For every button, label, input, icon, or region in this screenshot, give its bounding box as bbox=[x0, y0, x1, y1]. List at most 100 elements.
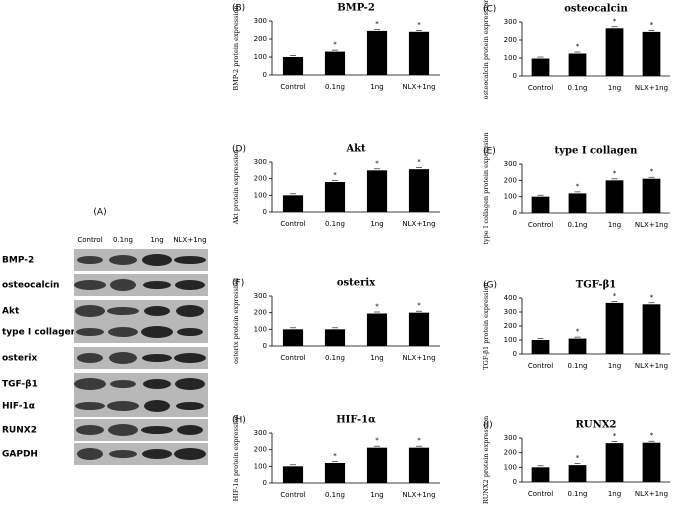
bar bbox=[324, 51, 346, 75]
bar bbox=[605, 180, 624, 213]
significance-mark: * bbox=[613, 432, 617, 440]
lane-label: NLX+1ng bbox=[173, 236, 206, 244]
bar bbox=[531, 467, 550, 482]
x-tick-label: NLX+1ng bbox=[402, 491, 435, 499]
significance-mark: * bbox=[576, 43, 580, 51]
y-tick-label: 300 bbox=[504, 434, 517, 442]
x-tick-label: NLX+1ng bbox=[402, 354, 435, 362]
significance-mark: * bbox=[417, 21, 421, 29]
significance-mark: * bbox=[613, 17, 617, 25]
panel-label: (D) bbox=[232, 145, 246, 155]
y-axis-title: osterix protein expression bbox=[232, 278, 240, 364]
chart-title: osteocalcin bbox=[564, 4, 628, 15]
y-tick-label: 0 bbox=[513, 209, 517, 217]
x-tick-label: Control bbox=[280, 491, 305, 499]
blot-band bbox=[175, 280, 205, 290]
y-tick-label: 100 bbox=[254, 53, 267, 61]
y-tick-label: 0 bbox=[513, 72, 517, 80]
y-tick-label: 200 bbox=[254, 175, 267, 183]
x-tick-label: 0.1ng bbox=[325, 220, 345, 228]
bar bbox=[408, 312, 430, 346]
panel-label: (G) bbox=[483, 281, 497, 291]
blot-band bbox=[76, 425, 104, 435]
blot-band bbox=[143, 281, 171, 289]
y-tick-label: 100 bbox=[254, 325, 267, 333]
blot-band bbox=[177, 328, 203, 336]
y-tick-label: 0 bbox=[263, 208, 267, 216]
panel-label: (H) bbox=[232, 416, 246, 426]
significance-mark: * bbox=[650, 21, 654, 29]
blot-band bbox=[77, 353, 103, 363]
bar bbox=[282, 57, 304, 75]
y-axis-title: type I collagen protein expression bbox=[482, 132, 490, 244]
blot-band bbox=[141, 326, 173, 338]
x-tick-label: Control bbox=[528, 84, 553, 92]
x-tick-label: NLX+1ng bbox=[635, 221, 668, 229]
bar bbox=[366, 447, 388, 483]
panel-label: (C) bbox=[483, 5, 496, 15]
blot-band bbox=[108, 327, 138, 337]
blot-band bbox=[109, 352, 137, 364]
y-axis-title: BMP-2 protein expression bbox=[232, 5, 240, 90]
blot-band bbox=[174, 353, 206, 363]
bar bbox=[531, 58, 550, 76]
significance-mark: * bbox=[576, 454, 580, 462]
bar bbox=[408, 31, 430, 75]
bar bbox=[324, 463, 346, 483]
blot-band bbox=[109, 255, 137, 265]
blot-row-label: HIF-1α bbox=[2, 402, 35, 412]
y-tick-label: 200 bbox=[254, 35, 267, 43]
bar bbox=[324, 329, 346, 346]
blot-strip bbox=[74, 373, 208, 395]
significance-mark: * bbox=[417, 302, 421, 310]
chart-title: Akt bbox=[345, 144, 366, 155]
lane-label: 0.1ng bbox=[113, 236, 133, 244]
blot-band bbox=[110, 279, 136, 291]
x-tick-label: NLX+1ng bbox=[402, 83, 435, 91]
bar bbox=[366, 30, 388, 75]
significance-mark: * bbox=[375, 437, 379, 445]
x-tick-label: NLX+1ng bbox=[402, 220, 435, 228]
bar bbox=[605, 302, 624, 354]
x-tick-label: 1ng bbox=[608, 362, 621, 370]
significance-mark: * bbox=[576, 182, 580, 190]
y-tick-label: 300 bbox=[254, 17, 267, 25]
significance-mark: * bbox=[650, 293, 654, 301]
y-tick-label: 100 bbox=[504, 193, 517, 201]
blot-band bbox=[142, 449, 172, 459]
significance-mark: * bbox=[417, 158, 421, 166]
significance-mark: * bbox=[333, 171, 337, 179]
significance-mark: * bbox=[417, 437, 421, 445]
x-tick-label: 0.1ng bbox=[325, 354, 345, 362]
blot-band bbox=[144, 400, 170, 412]
x-tick-label: 1ng bbox=[370, 220, 383, 228]
blot-band bbox=[174, 448, 206, 460]
chart-title: osterix bbox=[337, 278, 376, 289]
chart-title: BMP-2 bbox=[337, 3, 375, 14]
significance-mark: * bbox=[650, 168, 654, 176]
blot-band bbox=[177, 425, 203, 435]
blot-band bbox=[176, 402, 204, 410]
blot-row-label: osterix bbox=[2, 354, 37, 364]
blot-band bbox=[109, 450, 137, 458]
x-tick-label: 1ng bbox=[370, 354, 383, 362]
bar bbox=[531, 340, 550, 354]
x-tick-label: 1ng bbox=[608, 490, 621, 498]
blot-band bbox=[77, 256, 103, 264]
bar bbox=[568, 193, 587, 213]
bar bbox=[282, 466, 304, 483]
blot-band bbox=[107, 307, 139, 315]
blot-band bbox=[77, 448, 103, 460]
bar bbox=[408, 169, 430, 212]
panel-label: (I) bbox=[483, 421, 493, 431]
x-tick-label: Control bbox=[280, 354, 305, 362]
bar bbox=[366, 313, 388, 346]
blot-band bbox=[74, 378, 106, 390]
blot-row-label: RUNX2 bbox=[2, 426, 37, 436]
blot-band bbox=[174, 256, 206, 264]
y-axis-title: osteocalcin protein expression bbox=[482, 0, 490, 99]
panel-label: (A) bbox=[93, 208, 106, 218]
significance-mark: * bbox=[613, 169, 617, 177]
blot-row-label: osteocalcin bbox=[2, 281, 59, 291]
